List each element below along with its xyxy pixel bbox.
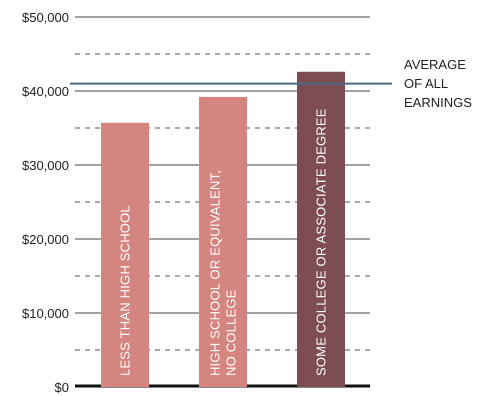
bar	[297, 71, 345, 387]
bar-label: NO COLLEGE	[224, 289, 239, 376]
bar	[101, 122, 149, 387]
bars: LESS THAN HIGH SCHOOL HIGH SCHOOL OR EQUI…	[101, 71, 345, 388]
y-tick-label: $10,000	[22, 306, 69, 321]
bar-label: SOME COLLEGE OR ASSOCIATE DEGREE	[314, 108, 329, 376]
average-label: OF ALL	[404, 76, 448, 91]
y-tick-label: $0	[55, 380, 69, 395]
average-reference: AVERAGE OF ALL EARNINGS	[70, 57, 472, 110]
average-label: EARNINGS	[404, 95, 472, 110]
bar-label: HIGH SCHOOL OR EQUIVALENT,	[208, 170, 223, 376]
y-tick-label: $20,000	[22, 232, 69, 247]
bar-label: LESS THAN HIGH SCHOOL	[118, 205, 133, 376]
y-tick-label: $30,000	[22, 158, 69, 173]
average-label: AVERAGE	[404, 57, 466, 72]
y-tick-label: $50,000	[22, 10, 69, 25]
y-tick-label: $40,000	[22, 84, 69, 99]
bar	[199, 96, 247, 388]
